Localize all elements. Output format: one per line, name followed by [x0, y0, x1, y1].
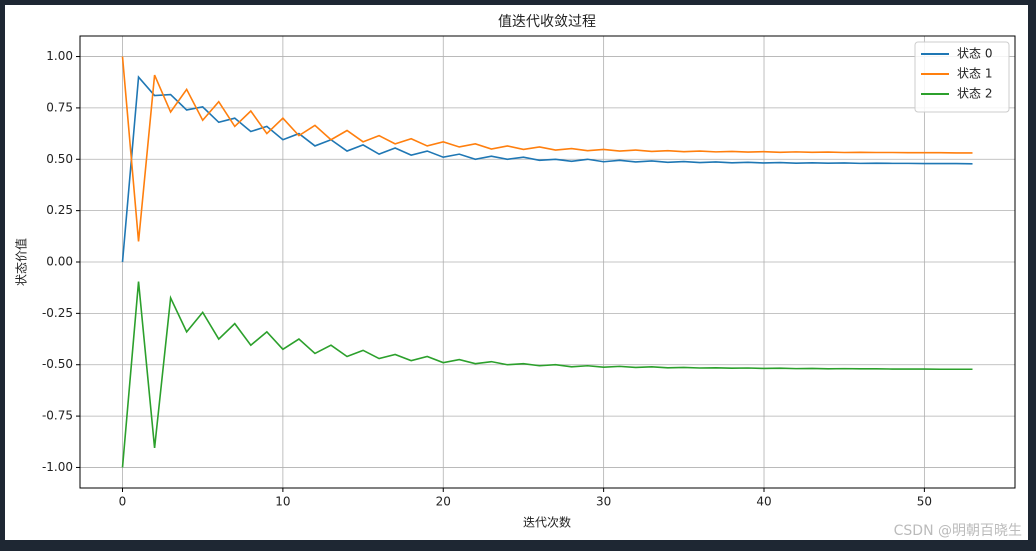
y-tick-label: -0.25 — [42, 306, 73, 320]
y-tick-label: -0.75 — [42, 409, 73, 423]
series-line — [121, 281, 973, 468]
x-tick-label: 10 — [275, 495, 290, 509]
x-tick-label: 40 — [756, 495, 771, 509]
figure-background — [5, 5, 1028, 540]
x-tick-label: 30 — [596, 495, 611, 509]
y-tick-label: 0.75 — [46, 100, 73, 114]
y-tick-label: 1.00 — [46, 49, 73, 63]
series-line — [121, 75, 973, 263]
x-tick-label: 20 — [436, 495, 451, 509]
x-tick-label: 50 — [917, 495, 932, 509]
chart-title: 值迭代收敛过程 — [498, 14, 596, 30]
y-tick-label: 0.50 — [46, 152, 73, 166]
y-tick-label: 0.25 — [46, 203, 73, 217]
y-tick-label: -0.50 — [42, 357, 73, 371]
series-line — [121, 56, 973, 242]
x-tick-label: 0 — [119, 495, 127, 509]
y-axis-label: 状态价值 — [14, 238, 29, 286]
x-axis-label: 迭代次数 — [523, 515, 571, 530]
legend-label: 状态 1 — [957, 67, 992, 81]
y-tick-label: 0.00 — [46, 255, 73, 269]
legend-label: 状态 0 — [957, 47, 992, 61]
watermark: CSDN @明朝百晓生 — [894, 523, 1022, 539]
legend-label: 状态 2 — [957, 87, 992, 101]
plot-frame — [79, 35, 1016, 489]
y-tick-label: -1.00 — [42, 460, 73, 474]
